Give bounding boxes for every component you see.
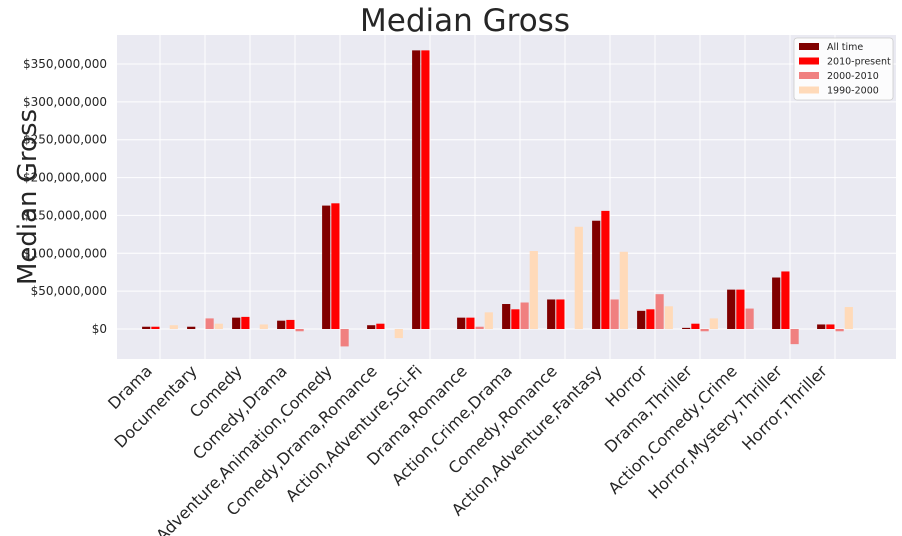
bar [601,210,610,329]
bar [475,326,484,329]
y-axis-label: Median Gross [13,109,43,285]
bar [457,317,466,329]
bar [511,309,520,329]
bar [817,324,826,329]
bar [691,323,700,329]
bar [592,220,601,329]
bar [574,226,583,329]
bar [556,299,565,329]
y-axis-ticks: $0 $50,000,000 $100,000,000 $150,000,000 $20… [23,57,107,336]
bar [151,326,160,329]
bar [529,251,538,329]
legend-swatch [799,57,819,65]
bar [736,289,745,329]
bars [142,50,853,347]
bar [277,320,286,329]
grid-lines [117,35,896,359]
bar [367,325,376,329]
y-tick-label: $200,000,000 [23,171,107,185]
bar [700,329,709,332]
bar [259,324,268,329]
y-tick-label: $300,000,000 [23,95,107,109]
bar [727,289,736,329]
bar [781,271,790,329]
bar [205,318,214,329]
bar [790,329,799,345]
legend-label: 2000-2010 [827,71,879,82]
bar [394,329,403,339]
bar [187,326,196,329]
legend-swatch [799,43,819,50]
bar [376,323,385,329]
legend-swatch [799,86,819,94]
bar [142,326,151,329]
bar [664,306,673,329]
bar [502,304,511,329]
legend-label: All time [827,42,863,53]
bar [826,324,835,329]
bar [520,302,529,329]
bar [655,294,664,329]
bar [745,308,754,329]
bar [214,323,223,329]
bar [331,203,340,329]
y-tick-label: $250,000,000 [23,133,107,147]
bar [610,299,619,329]
bar [844,307,853,329]
legend-label: 1990-2000 [827,86,879,97]
legend-box [793,37,894,101]
y-tick-label: $100,000,000 [23,246,107,260]
y-tick-label: $50,000,000 [31,284,107,298]
bar [412,50,421,329]
bar [466,317,475,329]
bar [169,325,178,329]
legend-label: 2010-present [827,57,891,68]
legend: All time 2010-present 2000-2010 1990-2000 [793,37,894,101]
legend-swatch [799,72,819,79]
bar [835,329,844,332]
bar [637,310,646,329]
bar [241,316,250,329]
bar [484,312,493,329]
bar [547,299,556,329]
bar [772,277,781,329]
y-tick-label: $150,000,000 [23,208,107,222]
chart-title: Median Gross [360,3,570,39]
y-tick-label: $0 [92,322,107,336]
bar [232,317,241,329]
x-axis-ticks: DramaDocumentaryComedyComedy,DramaAdvent… [104,361,831,536]
bar [295,329,304,332]
bar [286,319,295,329]
bar [709,318,718,329]
bar [619,251,628,329]
bar [682,327,691,329]
bar [322,205,331,329]
bar [421,50,430,329]
bar [340,329,349,347]
y-tick-label: $350,000,000 [23,57,107,71]
bar [646,309,655,329]
